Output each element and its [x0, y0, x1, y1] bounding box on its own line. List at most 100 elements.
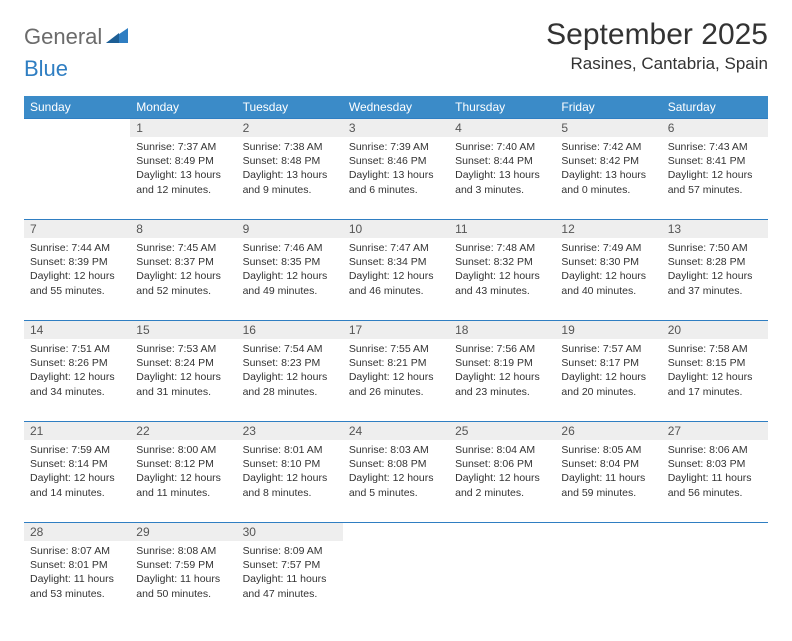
sunrise-line: Sunrise: 8:04 AM: [455, 443, 549, 457]
day-detail: Sunrise: 8:08 AMSunset: 7:59 PMDaylight:…: [130, 541, 236, 607]
calendar-body: 123456Sunrise: 7:37 AMSunset: 8:49 PMDay…: [24, 119, 768, 624]
sunset-line: Sunset: 8:10 PM: [243, 457, 337, 471]
sunset-line: Sunset: 8:14 PM: [30, 457, 124, 471]
day-detail-cell: Sunrise: 7:37 AMSunset: 8:49 PMDaylight:…: [130, 137, 236, 220]
day-detail-cell: Sunrise: 7:42 AMSunset: 8:42 PMDaylight:…: [555, 137, 661, 220]
day-detail: Sunrise: 7:50 AMSunset: 8:28 PMDaylight:…: [662, 238, 768, 304]
sunrise-line: Sunrise: 7:49 AM: [561, 241, 655, 255]
daylight-line: Daylight: 13 hours and 0 minutes.: [561, 168, 655, 196]
sunset-line: Sunset: 8:35 PM: [243, 255, 337, 269]
day-detail: Sunrise: 8:00 AMSunset: 8:12 PMDaylight:…: [130, 440, 236, 506]
day-detail-cell: [662, 541, 768, 623]
day-number-cell: 26: [555, 422, 661, 441]
day-detail-cell: Sunrise: 7:47 AMSunset: 8:34 PMDaylight:…: [343, 238, 449, 321]
day-detail-cell: Sunrise: 8:01 AMSunset: 8:10 PMDaylight:…: [237, 440, 343, 523]
day-detail-cell: Sunrise: 7:59 AMSunset: 8:14 PMDaylight:…: [24, 440, 130, 523]
day-number-cell: [343, 523, 449, 542]
day-detail-row: Sunrise: 7:37 AMSunset: 8:49 PMDaylight:…: [24, 137, 768, 220]
weekday-header: Wednesday: [343, 96, 449, 119]
daylight-line: Daylight: 12 hours and 40 minutes.: [561, 269, 655, 297]
daylight-line: Daylight: 13 hours and 6 minutes.: [349, 168, 443, 196]
daylight-line: Daylight: 12 hours and 28 minutes.: [243, 370, 337, 398]
weekday-header-row: Sunday Monday Tuesday Wednesday Thursday…: [24, 96, 768, 119]
daylight-line: Daylight: 13 hours and 12 minutes.: [136, 168, 230, 196]
sunrise-line: Sunrise: 7:45 AM: [136, 241, 230, 255]
day-number-cell: [24, 119, 130, 138]
day-number-cell: 15: [130, 321, 236, 340]
logo-mark-icon: [106, 26, 128, 49]
day-detail-cell: Sunrise: 7:39 AMSunset: 8:46 PMDaylight:…: [343, 137, 449, 220]
day-detail-cell: Sunrise: 8:05 AMSunset: 8:04 PMDaylight:…: [555, 440, 661, 523]
daylight-line: Daylight: 12 hours and 55 minutes.: [30, 269, 124, 297]
day-number-cell: 17: [343, 321, 449, 340]
sunset-line: Sunset: 8:17 PM: [561, 356, 655, 370]
day-number-cell: 1: [130, 119, 236, 138]
weekday-header: Thursday: [449, 96, 555, 119]
calendar-table: Sunday Monday Tuesday Wednesday Thursday…: [24, 96, 768, 623]
sunrise-line: Sunrise: 7:57 AM: [561, 342, 655, 356]
day-number-cell: [449, 523, 555, 542]
sunset-line: Sunset: 8:21 PM: [349, 356, 443, 370]
sunrise-line: Sunrise: 7:51 AM: [30, 342, 124, 356]
daylight-line: Daylight: 12 hours and 57 minutes.: [668, 168, 762, 196]
sunrise-line: Sunrise: 7:48 AM: [455, 241, 549, 255]
day-detail: Sunrise: 7:43 AMSunset: 8:41 PMDaylight:…: [662, 137, 768, 203]
day-detail-cell: Sunrise: 7:40 AMSunset: 8:44 PMDaylight:…: [449, 137, 555, 220]
day-number-cell: 7: [24, 220, 130, 239]
day-detail-cell: Sunrise: 8:08 AMSunset: 7:59 PMDaylight:…: [130, 541, 236, 623]
daylight-line: Daylight: 11 hours and 50 minutes.: [136, 572, 230, 600]
day-detail-cell: Sunrise: 7:55 AMSunset: 8:21 PMDaylight:…: [343, 339, 449, 422]
sunrise-line: Sunrise: 8:09 AM: [243, 544, 337, 558]
day-number-cell: 14: [24, 321, 130, 340]
daylight-line: Daylight: 11 hours and 56 minutes.: [668, 471, 762, 499]
sunrise-line: Sunrise: 8:01 AM: [243, 443, 337, 457]
day-detail: Sunrise: 7:55 AMSunset: 8:21 PMDaylight:…: [343, 339, 449, 405]
daylight-line: Daylight: 13 hours and 9 minutes.: [243, 168, 337, 196]
sunset-line: Sunset: 8:41 PM: [668, 154, 762, 168]
daylight-line: Daylight: 12 hours and 52 minutes.: [136, 269, 230, 297]
day-detail-cell: [343, 541, 449, 623]
daylight-line: Daylight: 13 hours and 3 minutes.: [455, 168, 549, 196]
day-number-cell: 11: [449, 220, 555, 239]
daylight-line: Daylight: 12 hours and 34 minutes.: [30, 370, 124, 398]
day-number-row: 78910111213: [24, 220, 768, 239]
sunset-line: Sunset: 8:19 PM: [455, 356, 549, 370]
weekday-header: Sunday: [24, 96, 130, 119]
sunrise-line: Sunrise: 7:46 AM: [243, 241, 337, 255]
daylight-line: Daylight: 12 hours and 2 minutes.: [455, 471, 549, 499]
sunrise-line: Sunrise: 8:00 AM: [136, 443, 230, 457]
day-number-cell: 20: [662, 321, 768, 340]
location-text: Rasines, Cantabria, Spain: [546, 54, 768, 74]
day-detail-cell: Sunrise: 8:00 AMSunset: 8:12 PMDaylight:…: [130, 440, 236, 523]
weekday-header: Monday: [130, 96, 236, 119]
sunrise-line: Sunrise: 8:08 AM: [136, 544, 230, 558]
sunset-line: Sunset: 8:48 PM: [243, 154, 337, 168]
day-detail-cell: Sunrise: 7:51 AMSunset: 8:26 PMDaylight:…: [24, 339, 130, 422]
sunrise-line: Sunrise: 7:38 AM: [243, 140, 337, 154]
sunset-line: Sunset: 8:28 PM: [668, 255, 762, 269]
sunset-line: Sunset: 8:37 PM: [136, 255, 230, 269]
title-block: September 2025 Rasines, Cantabria, Spain: [546, 18, 768, 74]
day-detail: Sunrise: 7:51 AMSunset: 8:26 PMDaylight:…: [24, 339, 130, 405]
daylight-line: Daylight: 12 hours and 49 minutes.: [243, 269, 337, 297]
sunrise-line: Sunrise: 8:07 AM: [30, 544, 124, 558]
sunrise-line: Sunrise: 8:05 AM: [561, 443, 655, 457]
day-number-cell: 27: [662, 422, 768, 441]
sunrise-line: Sunrise: 7:50 AM: [668, 241, 762, 255]
daylight-line: Daylight: 12 hours and 20 minutes.: [561, 370, 655, 398]
day-detail: Sunrise: 7:57 AMSunset: 8:17 PMDaylight:…: [555, 339, 661, 405]
day-number-cell: [662, 523, 768, 542]
day-number-cell: 6: [662, 119, 768, 138]
day-detail: Sunrise: 8:05 AMSunset: 8:04 PMDaylight:…: [555, 440, 661, 506]
daylight-line: Daylight: 12 hours and 23 minutes.: [455, 370, 549, 398]
day-detail-cell: Sunrise: 7:54 AMSunset: 8:23 PMDaylight:…: [237, 339, 343, 422]
sunrise-line: Sunrise: 7:59 AM: [30, 443, 124, 457]
day-detail: Sunrise: 7:49 AMSunset: 8:30 PMDaylight:…: [555, 238, 661, 304]
day-detail: Sunrise: 7:45 AMSunset: 8:37 PMDaylight:…: [130, 238, 236, 304]
logo: General: [24, 18, 130, 50]
day-detail: Sunrise: 7:37 AMSunset: 8:49 PMDaylight:…: [130, 137, 236, 203]
day-detail-cell: Sunrise: 7:43 AMSunset: 8:41 PMDaylight:…: [662, 137, 768, 220]
daylight-line: Daylight: 12 hours and 14 minutes.: [30, 471, 124, 499]
day-detail-cell: Sunrise: 7:57 AMSunset: 8:17 PMDaylight:…: [555, 339, 661, 422]
sunset-line: Sunset: 7:57 PM: [243, 558, 337, 572]
